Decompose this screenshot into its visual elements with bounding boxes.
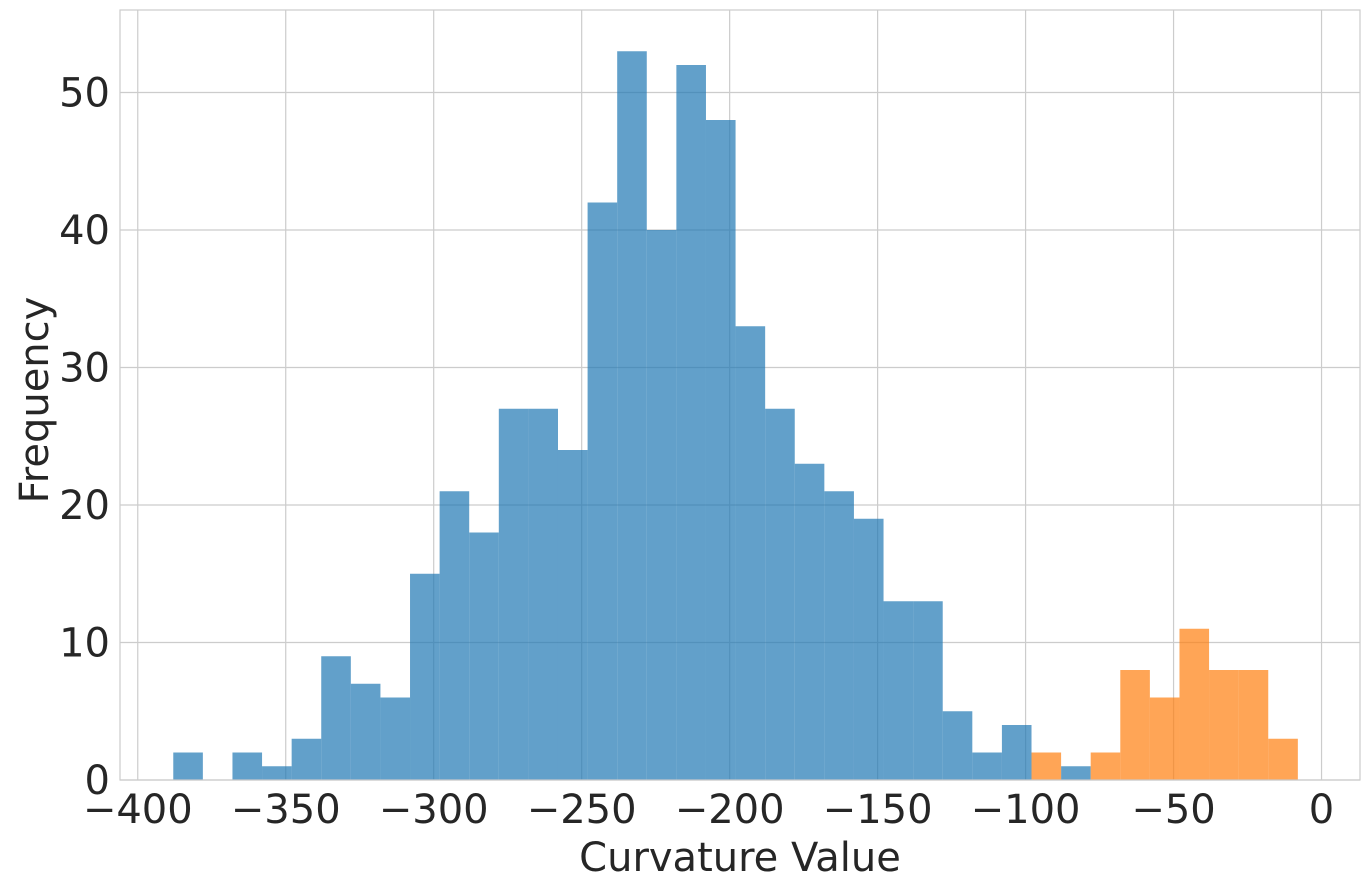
y-tick-label: 50 [59,71,110,117]
histogram-bar [853,518,884,780]
x-tick-label: 0 [1309,787,1334,833]
histogram-bar [913,601,943,780]
histogram-bar [1238,670,1269,780]
x-tick-label: −200 [675,787,785,833]
histogram-bar [262,766,292,780]
histogram-bar [942,711,973,780]
histogram-bar [291,738,322,780]
histogram-bar [1001,725,1032,780]
histogram-bar [1061,766,1091,780]
x-tick-label: −300 [379,787,489,833]
histogram-bar [1090,752,1121,780]
histogram-bar [380,697,411,780]
histogram-bar [469,532,499,780]
histogram-bar [617,51,647,780]
histogram-bar [410,573,440,780]
x-tick-labels: −400 −350 −300 −250 −200 −150 −100 −50 0 [83,787,1334,833]
x-tick-label: −350 [231,787,341,833]
histogram-bar [232,752,263,780]
histogram-bar [883,601,914,780]
y-tick-label: 20 [59,483,110,529]
histogram-bar [1149,697,1180,780]
x-axis-label: Curvature Value [579,835,901,881]
histogram-bar [972,752,1002,780]
histogram-bar [1209,670,1239,780]
plot-frame [119,9,1361,781]
histogram-bar [173,752,203,780]
histogram-bar [557,450,588,780]
histogram-bar [1120,670,1150,780]
y-tick-label: 40 [59,208,110,254]
y-tick-label: 10 [59,621,110,667]
histogram-bar [350,683,381,780]
x-tick-label: −100 [971,787,1081,833]
histogram-bars [173,51,1298,780]
histogram-bar [765,408,795,780]
y-tick-label: 30 [59,346,110,392]
histogram-bar [676,65,706,780]
x-tick-label: −250 [527,787,637,833]
histogram-bar [528,408,558,780]
y-axis-label: Frequency [12,297,58,504]
histogram-bar [498,408,529,780]
histogram-bar [321,656,351,780]
histogram-bar [794,463,825,780]
histogram-bar [735,326,766,780]
histogram-bar [1031,752,1062,780]
histogram-bar [824,491,854,780]
histogram-bar [646,230,677,780]
x-tick-label: −400 [83,787,193,833]
histogram-bar [1268,738,1298,780]
y-tick-label: 0 [85,758,110,804]
histogram-bar [705,120,736,780]
histogram-bar [587,202,618,780]
histogram-bar [1179,628,1210,780]
x-tick-label: −150 [823,787,933,833]
x-tick-label: −50 [1131,787,1215,833]
y-tick-labels: 0 10 20 30 40 50 [59,71,110,805]
histogram-bar [439,491,470,780]
